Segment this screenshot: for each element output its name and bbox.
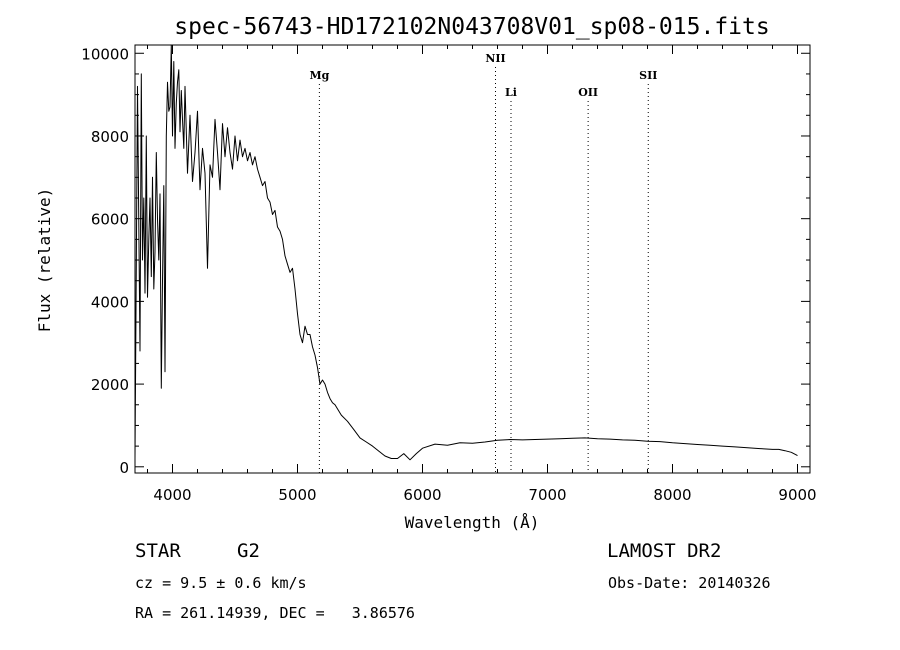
y-tick-label: 4000	[91, 293, 129, 311]
spectral-line-label: SII	[639, 69, 657, 82]
plot-frame	[134, 44, 811, 474]
y-tick-label: 0	[119, 459, 129, 477]
chart-title: spec-56743-HD172102N043708V01_sp08-015.f…	[174, 14, 769, 40]
object-class: STAR	[135, 540, 181, 562]
y-axis-label: Flux (relative)	[35, 188, 54, 333]
object-subclass: G2	[237, 540, 260, 562]
spectral-line-label: Li	[505, 86, 517, 99]
series-flux-line	[134, 44, 798, 461]
x-tick-label: 9000	[778, 486, 816, 504]
y-tick-label: 6000	[91, 211, 129, 229]
axis-ticks: 4000 5000 6000 7000 8000 9000 0 2000 4000 6000 800…	[81, 45, 817, 504]
spectral-line-label: NII	[485, 52, 505, 65]
x-tick-label: 8000	[653, 486, 691, 504]
redshift-cz: cz = 9.5 ± 0.6 km/s	[135, 574, 307, 592]
x-tick-label: 5000	[278, 486, 316, 504]
plot-area: Mg NII Li OII SII	[134, 44, 811, 474]
y-tick-label: 2000	[91, 376, 129, 394]
spectral-line-markers: Mg NII Li OII SII	[309, 52, 657, 473]
y-tick-label: 10000	[81, 45, 129, 63]
coordinates: RA = 261.14939, DEC = 3.86576	[135, 604, 415, 622]
x-tick-label: 7000	[528, 486, 566, 504]
x-axis-label: Wavelength (Å)	[405, 513, 540, 532]
y-tick-label: 8000	[91, 128, 129, 146]
observation-date: Obs-Date: 20140326	[608, 574, 771, 592]
x-tick-label: 4000	[153, 486, 191, 504]
spectral-line-label: OII	[578, 86, 598, 99]
survey-name: LAMOST DR2	[607, 540, 722, 562]
x-tick-label: 6000	[403, 486, 441, 504]
spectral-line-label: Mg	[309, 69, 329, 82]
